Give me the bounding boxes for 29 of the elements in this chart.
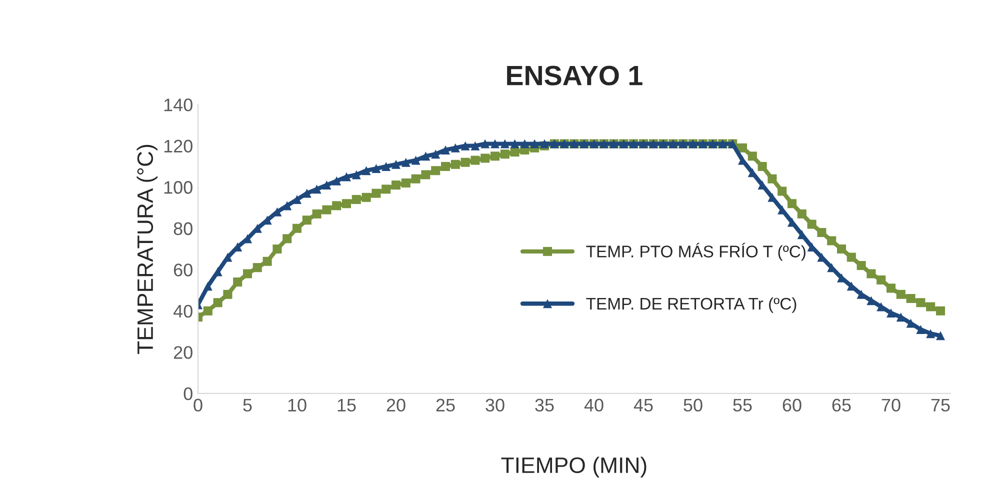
x-tick-label: 10	[288, 398, 306, 412]
y-tick-label: 140	[164, 98, 192, 112]
y-tick-label: 20	[174, 346, 192, 359]
y-tick-label: 120	[164, 140, 192, 153]
y-tick-label: 60	[174, 264, 192, 276]
y-tick-label: 100	[164, 181, 192, 194]
y-tick-label: 0	[184, 387, 192, 400]
y-axis-title: TEMPERATURA (°C)	[136, 144, 158, 354]
x-tick-label: 45	[634, 398, 653, 412]
x-tick-label: 20	[386, 398, 406, 412]
x-tick-label: 65	[832, 398, 851, 412]
y-tick-label: 80	[174, 222, 192, 236]
chart-title: ENSAYO 1	[507, 66, 642, 86]
x-tick-label: 5	[243, 398, 252, 412]
x-axis-title: TIEMPO (MIN)	[501, 456, 646, 478]
x-tick-label: 75	[931, 398, 950, 412]
y-tick-label: 40	[173, 304, 192, 318]
x-tick-label: 50	[684, 398, 702, 412]
x-tick-label: 60	[782, 398, 802, 412]
x-tick-label: 40	[584, 398, 604, 412]
x-tick-label: 25	[436, 398, 455, 412]
x-tick-label: 30	[486, 398, 504, 412]
legend-label: TEMP. PTO MÁS FRÍO T (ºC)	[586, 242, 806, 261]
x-tick-label: 70	[882, 398, 900, 412]
x-tick-label: 55	[733, 398, 752, 412]
x-tick-label: 0	[194, 398, 202, 412]
x-tick-label: 35	[535, 398, 554, 412]
x-tick-label: 15	[338, 398, 356, 412]
legend-label: TEMP. DE RETORTA Tr (ºC)	[586, 297, 796, 313]
